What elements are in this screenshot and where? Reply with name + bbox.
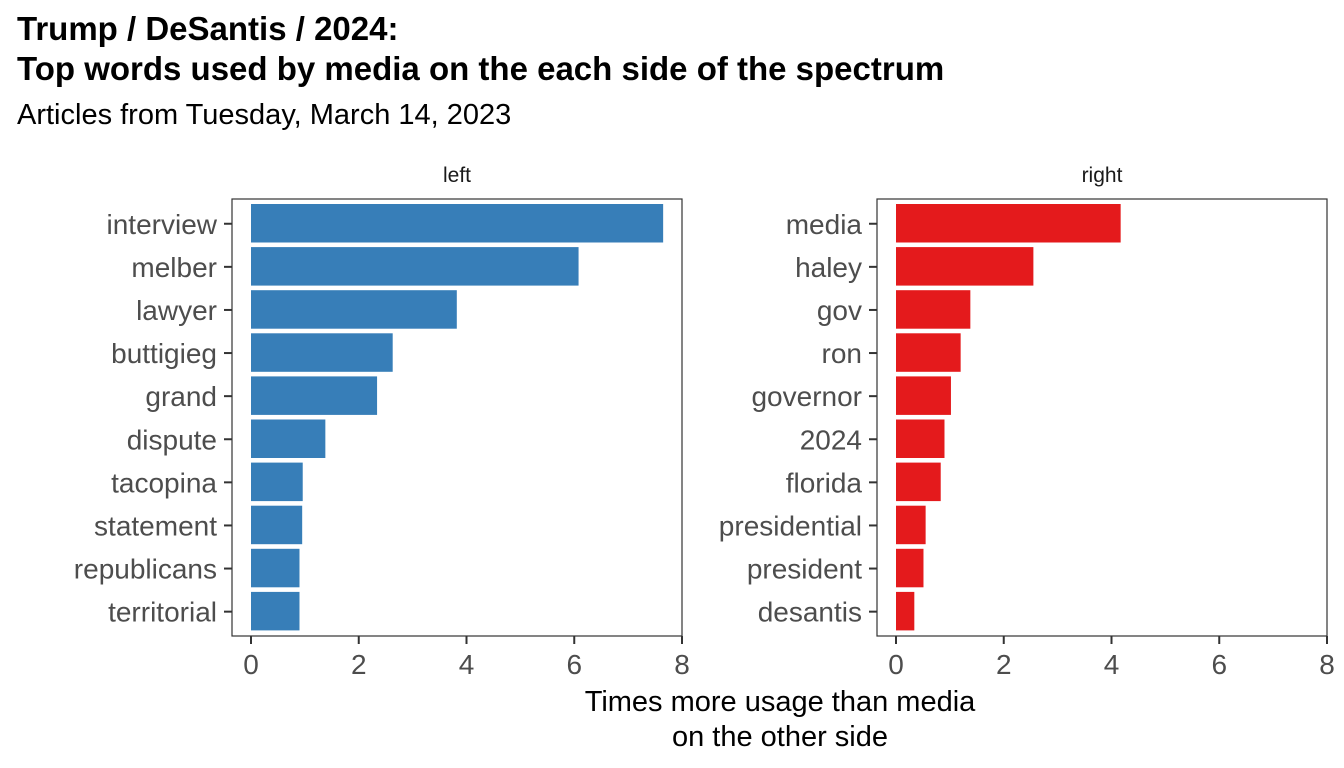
chart-title: Trump / DeSantis / 2024: xyxy=(17,10,399,47)
y-tick-label: gov xyxy=(817,295,862,326)
bar-left-lawyer xyxy=(251,290,457,329)
x-tick-label: 6 xyxy=(1211,649,1227,680)
bar-right-florida xyxy=(896,462,941,502)
panel-border-left xyxy=(231,198,683,637)
x-tick-label: 4 xyxy=(1104,649,1120,680)
bar-right-gov xyxy=(896,290,971,329)
y-tick-label: melber xyxy=(131,252,217,283)
facet-label-left: left xyxy=(443,164,471,187)
x-tick-label: 2 xyxy=(996,649,1012,680)
bar-right-desantis xyxy=(896,591,915,631)
bar-right-2024 xyxy=(896,419,945,458)
y-tick-label: tacopina xyxy=(111,467,217,498)
y-tick-label: 2024 xyxy=(800,424,862,455)
y-tick-label: territorial xyxy=(108,597,217,628)
bar-right-governor xyxy=(896,376,951,415)
x-tick-label: 6 xyxy=(566,649,582,680)
bar-left-republicans xyxy=(251,548,300,588)
y-tick-label: florida xyxy=(786,467,863,498)
y-tick-label: media xyxy=(786,209,863,240)
bar-left-buttigieg xyxy=(251,333,393,372)
bar-left-territorial xyxy=(251,591,300,631)
y-tick-label: buttigieg xyxy=(111,338,217,369)
bar-right-haley xyxy=(896,247,1034,286)
x-tick-label: 0 xyxy=(243,649,259,680)
x-tick-label: 4 xyxy=(459,649,475,680)
chart-subtitle: Articles from Tuesday, March 14, 2023 xyxy=(17,99,512,131)
y-tick-label: interview xyxy=(107,209,218,240)
bar-left-statement xyxy=(251,505,303,545)
x-tick-label: 8 xyxy=(674,649,690,680)
y-tick-label: statement xyxy=(94,510,217,541)
y-tick-label: desantis xyxy=(758,597,862,628)
bar-left-melber xyxy=(251,247,579,286)
y-tick-label: ron xyxy=(822,338,862,369)
y-tick-label: republicans xyxy=(74,554,217,585)
panel-border-right xyxy=(876,198,1328,637)
bar-left-interview xyxy=(251,204,664,243)
y-tick-label: governor xyxy=(751,381,862,412)
x-axis-label: Times more usage than media xyxy=(585,686,976,718)
x-tick-label: 8 xyxy=(1319,649,1335,680)
panels-layer: left interview melber lawyer buttigieg grand d… xyxy=(74,164,1335,680)
y-tick-label: lawyer xyxy=(136,295,217,326)
x-axis-label-line-2: on the other side xyxy=(672,721,888,753)
bar-right-media xyxy=(896,204,1121,243)
bar-left-grand xyxy=(251,376,378,415)
x-tick-label: 0 xyxy=(888,649,904,680)
x-tick-label: 2 xyxy=(351,649,367,680)
bar-right-presidential xyxy=(896,505,926,545)
y-tick-label: dispute xyxy=(127,424,217,455)
y-tick-label: grand xyxy=(145,381,217,412)
bar-left-dispute xyxy=(251,419,326,458)
y-tick-label: haley xyxy=(795,252,862,283)
bar-right-president xyxy=(896,548,924,588)
facet-label-right: right xyxy=(1082,164,1123,187)
y-tick-label: presidential xyxy=(719,510,862,541)
panel-left: left interview melber lawyer buttigieg grand d… xyxy=(74,164,690,680)
bar-right-ron xyxy=(896,333,961,372)
y-tick-label: president xyxy=(747,554,862,585)
chart-title-line-2: Top words used by media on the each side… xyxy=(17,50,945,87)
panel-right: right media haley gov ron governor 2024 florida… xyxy=(719,164,1335,680)
bar-left-tacopina xyxy=(251,462,303,502)
